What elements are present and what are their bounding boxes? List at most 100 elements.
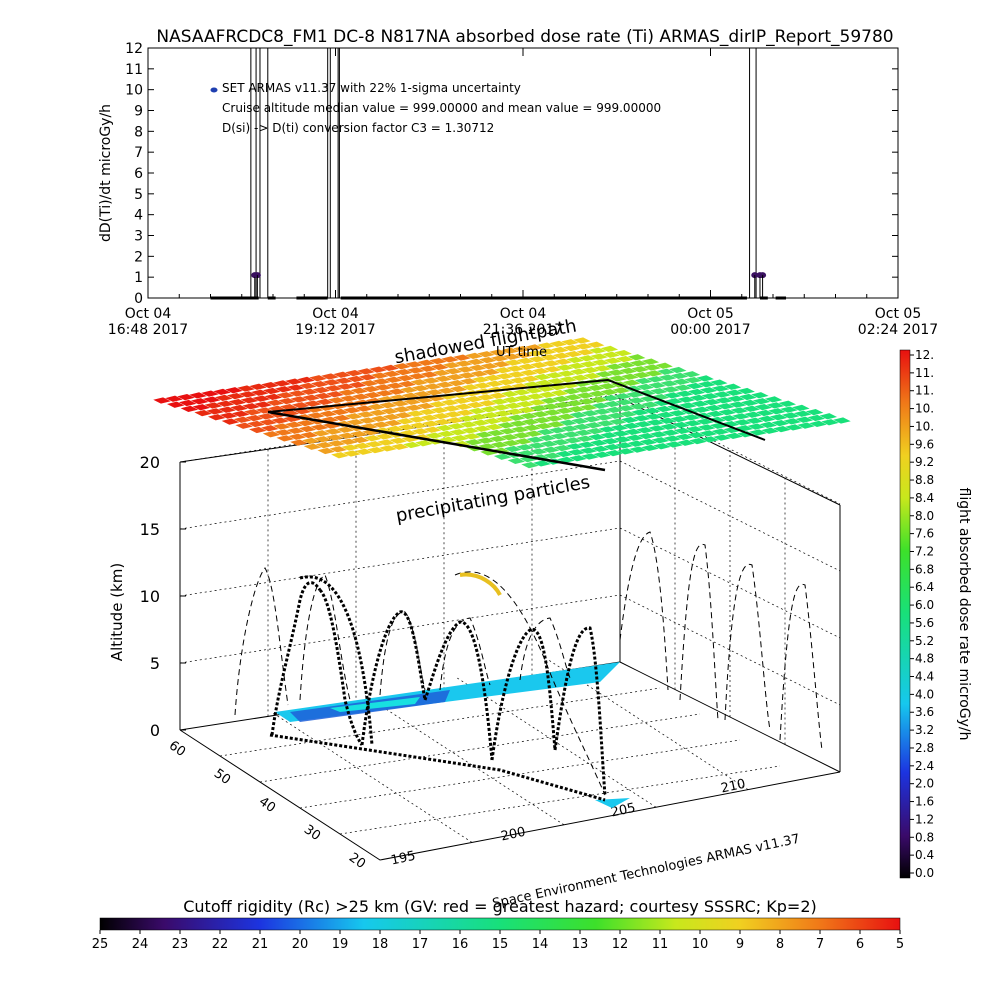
rigidity-tile xyxy=(757,415,776,423)
rigidity-tile xyxy=(437,387,456,394)
rigidity-tile xyxy=(504,359,523,366)
rigidity-tile xyxy=(477,351,495,358)
rigidity-tile xyxy=(228,398,247,406)
rigidity-tile xyxy=(231,410,250,418)
rigidity-tile xyxy=(603,400,622,408)
rigidity-tile xyxy=(204,402,223,409)
rigidity-tile xyxy=(434,375,452,382)
rigidity-tile xyxy=(447,379,466,387)
rigidity-tile xyxy=(511,426,529,433)
rigidity-tile xyxy=(458,372,476,379)
rigidity-tile xyxy=(312,430,330,437)
rigidity-tile xyxy=(370,372,389,379)
altitude-axis-label: Altitude (km) xyxy=(108,563,126,661)
rigidity-tile xyxy=(266,399,284,406)
rigidity-tile xyxy=(578,398,596,405)
rigidity-tile xyxy=(367,446,385,454)
rigidity-tile xyxy=(372,421,390,428)
rigidity-tile xyxy=(663,435,682,442)
rigidity-tile xyxy=(286,384,305,391)
rigidity-tile xyxy=(459,378,478,385)
rigidity-tile xyxy=(466,401,485,409)
rigidity-tile xyxy=(357,368,375,375)
rigidity-tile xyxy=(435,381,454,388)
rigidity-tile xyxy=(398,380,416,388)
rigidity-tile xyxy=(506,365,524,372)
rigidity-tile xyxy=(324,428,342,435)
rigidity-tile xyxy=(372,378,391,385)
rigidity-tile xyxy=(687,388,706,396)
rigidity-tile xyxy=(422,377,440,384)
ut-time-label: UT time xyxy=(496,345,547,360)
rigidity-tile xyxy=(401,392,420,399)
rigidity-tile xyxy=(444,368,463,375)
rigidity-tile xyxy=(710,379,728,386)
rigidity-tile xyxy=(482,412,500,419)
rigidity-tile xyxy=(569,411,587,419)
rigidity-tile xyxy=(442,362,461,369)
rigidity-tile xyxy=(417,359,435,366)
rigidity-tile xyxy=(554,401,572,409)
rigidity-tile xyxy=(353,442,371,450)
rigidity-tile xyxy=(713,391,731,398)
rigidity-tile xyxy=(434,418,452,426)
rigidity-tile xyxy=(595,371,613,378)
rigidity-tile xyxy=(684,376,702,384)
dose-colorbar-tick-label: 0.0 xyxy=(915,866,934,880)
rigidity-tile xyxy=(461,427,479,434)
rigidity-tile xyxy=(557,370,576,377)
dose-colorbar-tick-label: 5.2 xyxy=(915,634,934,648)
rigidity-tile xyxy=(821,419,839,426)
rigidity-tile xyxy=(406,367,425,374)
rigidity-colorbar-label: Cutoff rigidity (Rc) >25 km (GV: red = g… xyxy=(183,897,817,916)
rigidity-tile xyxy=(355,448,373,455)
rigidity-tile xyxy=(740,399,759,407)
rigidity-tile xyxy=(221,418,240,425)
rigidity-tile xyxy=(627,397,646,404)
rigidity-tile xyxy=(454,403,473,410)
rigidity-tile xyxy=(429,401,447,408)
rigidity-tile xyxy=(785,424,803,431)
rigidity-tile xyxy=(602,394,620,402)
rigidity-tile xyxy=(507,414,526,421)
rigidity-tile xyxy=(501,390,519,398)
rigidity-tile xyxy=(494,410,512,417)
top-y-tick-label: 8 xyxy=(134,124,143,140)
rigidity-tile xyxy=(689,437,707,445)
rigidity-tile xyxy=(537,342,555,349)
rigidity-tile xyxy=(530,405,548,412)
rigidity-tile xyxy=(797,422,815,429)
rigidity-tile xyxy=(333,414,351,422)
rigidity-tile xyxy=(525,387,543,394)
rigidity-colorbar-tick-label: 18 xyxy=(372,937,389,952)
rigidity-tile xyxy=(485,380,504,387)
rigidity-tile xyxy=(662,386,680,393)
rigidity-tile xyxy=(285,378,303,385)
flight-profile-curve xyxy=(360,610,427,746)
rigidity-tile xyxy=(262,431,281,438)
rigidity-tile xyxy=(435,424,454,432)
shadowed-flightpath xyxy=(267,378,766,472)
top-y-tick-label: 5 xyxy=(134,187,143,203)
rigidity-tile xyxy=(665,398,683,405)
latitude-axis: 60 50 40 30 20 xyxy=(166,738,368,872)
rigidity-tile xyxy=(501,347,519,354)
rigidity-tile xyxy=(625,434,644,441)
rigidity-tile xyxy=(617,448,635,455)
rigidity-tile xyxy=(533,460,551,467)
dose-colorbar-tick-label: 10. xyxy=(915,402,934,416)
flight-shadow-curve xyxy=(299,574,351,701)
rigidity-tile xyxy=(465,352,483,360)
rigidity-tile xyxy=(285,421,303,428)
rigidity-tile xyxy=(771,419,790,427)
rigidity-tile xyxy=(274,429,293,436)
rigidity-tile xyxy=(381,364,399,372)
rigidity-tiles xyxy=(153,337,851,469)
rigidity-tile xyxy=(420,414,438,421)
rigidity-tile xyxy=(225,387,243,394)
rigidity-tile xyxy=(338,432,356,439)
rigidity-tile xyxy=(650,388,668,395)
rigidity-colorbar: 25 24 23 22 21 20 19 18 17 16 15 14 13 12 11 10 9 8 7 6 5 xyxy=(92,917,904,952)
rigidity-tile xyxy=(463,433,481,440)
rigidity-tile xyxy=(780,406,798,413)
